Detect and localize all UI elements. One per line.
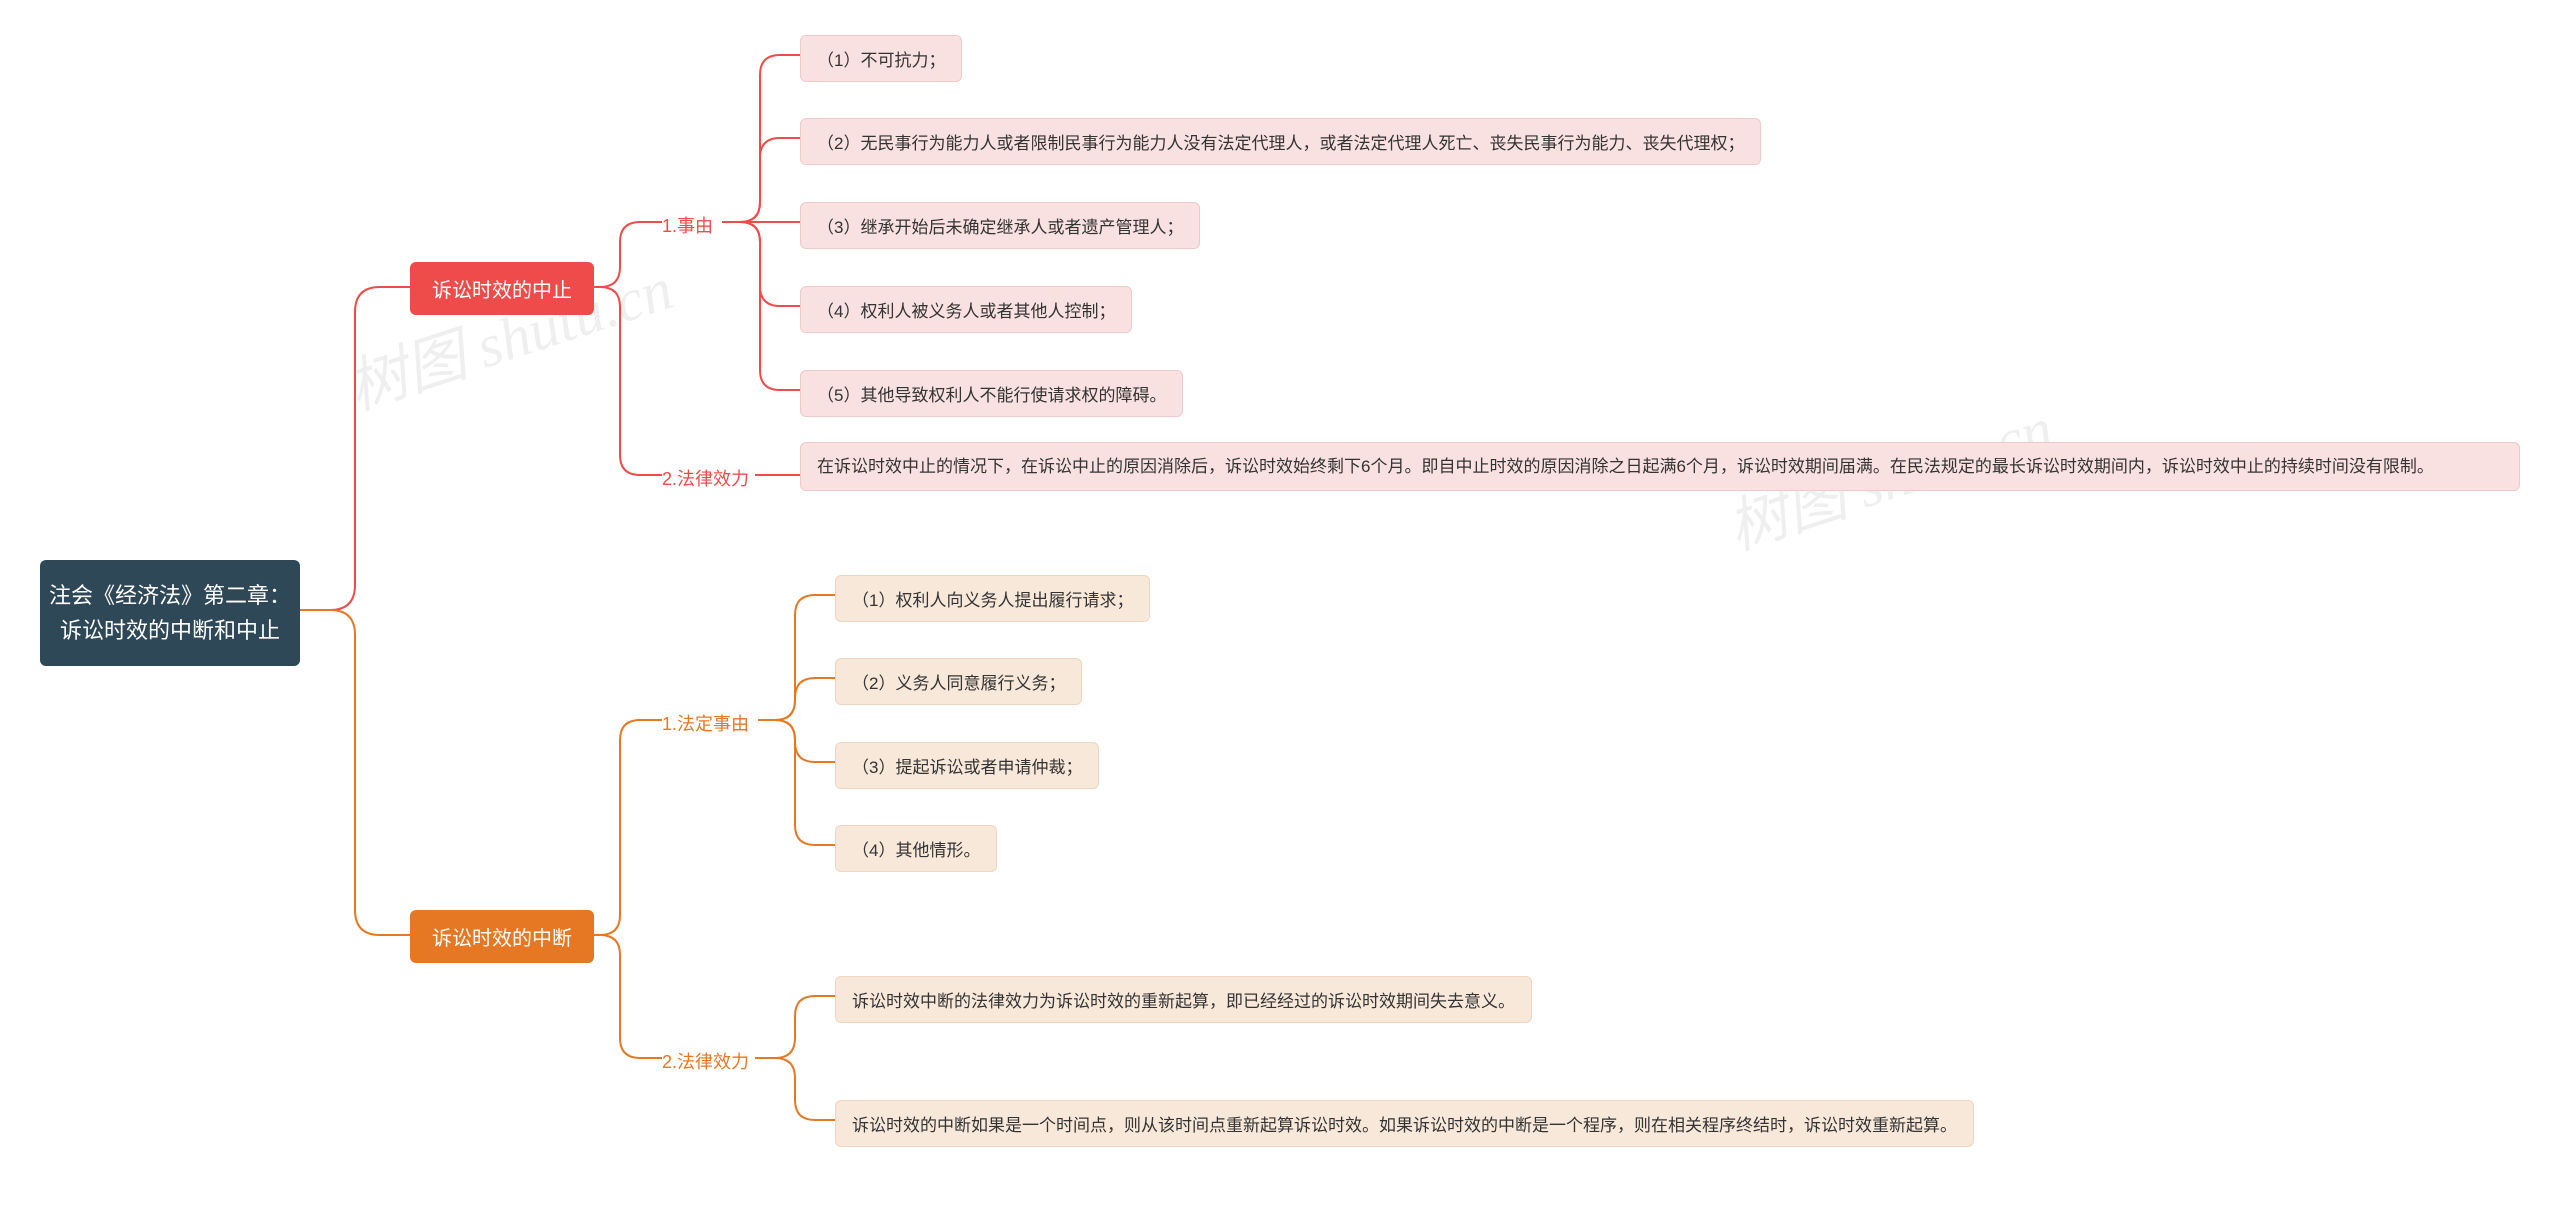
root-title: 注会《经济法》第二章：诉讼时效的中断和中止 bbox=[49, 578, 291, 648]
branch-suspension-label: 诉讼时效的中止 bbox=[432, 274, 572, 303]
sub-suspension-reasons: 1.事由 bbox=[662, 208, 713, 242]
sub-suspension-effect-label: 2.法律效力 bbox=[662, 465, 749, 491]
leaf-suspension-reason-2: （2）无民事行为能力人或者限制民事行为能力人没有法定代理人，或者法定代理人死亡、… bbox=[800, 118, 1761, 165]
leaf-interruption-reason-2: （2）义务人同意履行义务； bbox=[835, 658, 1082, 705]
sub-interruption-reasons: 1.法定事由 bbox=[662, 706, 749, 740]
root-node: 注会《经济法》第二章：诉讼时效的中断和中止 bbox=[40, 560, 300, 666]
leaf-suspension-reason-4: （4）权利人被义务人或者其他人控制； bbox=[800, 286, 1132, 333]
leaf-interruption-reason-1: （1）权利人向义务人提出履行请求； bbox=[835, 575, 1150, 622]
sub-interruption-effect: 2.法律效力 bbox=[662, 1044, 749, 1078]
leaf-interruption-reason-3: （3）提起诉讼或者申请仲裁； bbox=[835, 742, 1099, 789]
sub-interruption-effect-label: 2.法律效力 bbox=[662, 1048, 749, 1074]
connector-layer bbox=[0, 0, 2560, 1221]
leaf-suspension-reason-5: （5）其他导致权利人不能行使请求权的障碍。 bbox=[800, 370, 1183, 417]
sub-suspension-effect: 2.法律效力 bbox=[662, 461, 749, 495]
leaf-suspension-reason-3: （3）继承开始后未确定继承人或者遗产管理人； bbox=[800, 202, 1200, 249]
branch-interruption-label: 诉讼时效的中断 bbox=[432, 922, 572, 951]
leaf-suspension-effect: 在诉讼时效中止的情况下，在诉讼中止的原因消除后，诉讼时效始终剩下6个月。即自中止… bbox=[800, 442, 2520, 491]
leaf-interruption-effect-2: 诉讼时效的中断如果是一个时间点，则从该时间点重新起算诉讼时效。如果诉讼时效的中断… bbox=[835, 1100, 1974, 1147]
sub-interruption-reasons-label: 1.法定事由 bbox=[662, 710, 749, 736]
branch-interruption: 诉讼时效的中断 bbox=[410, 910, 594, 963]
branch-suspension: 诉讼时效的中止 bbox=[410, 262, 594, 315]
leaf-interruption-effect-1: 诉讼时效中断的法律效力为诉讼时效的重新起算，即已经经过的诉讼时效期间失去意义。 bbox=[835, 976, 1532, 1023]
leaf-suspension-reason-1: （1）不可抗力； bbox=[800, 35, 962, 82]
leaf-interruption-reason-4: （4）其他情形。 bbox=[835, 825, 997, 872]
sub-suspension-reasons-label: 1.事由 bbox=[662, 212, 713, 238]
